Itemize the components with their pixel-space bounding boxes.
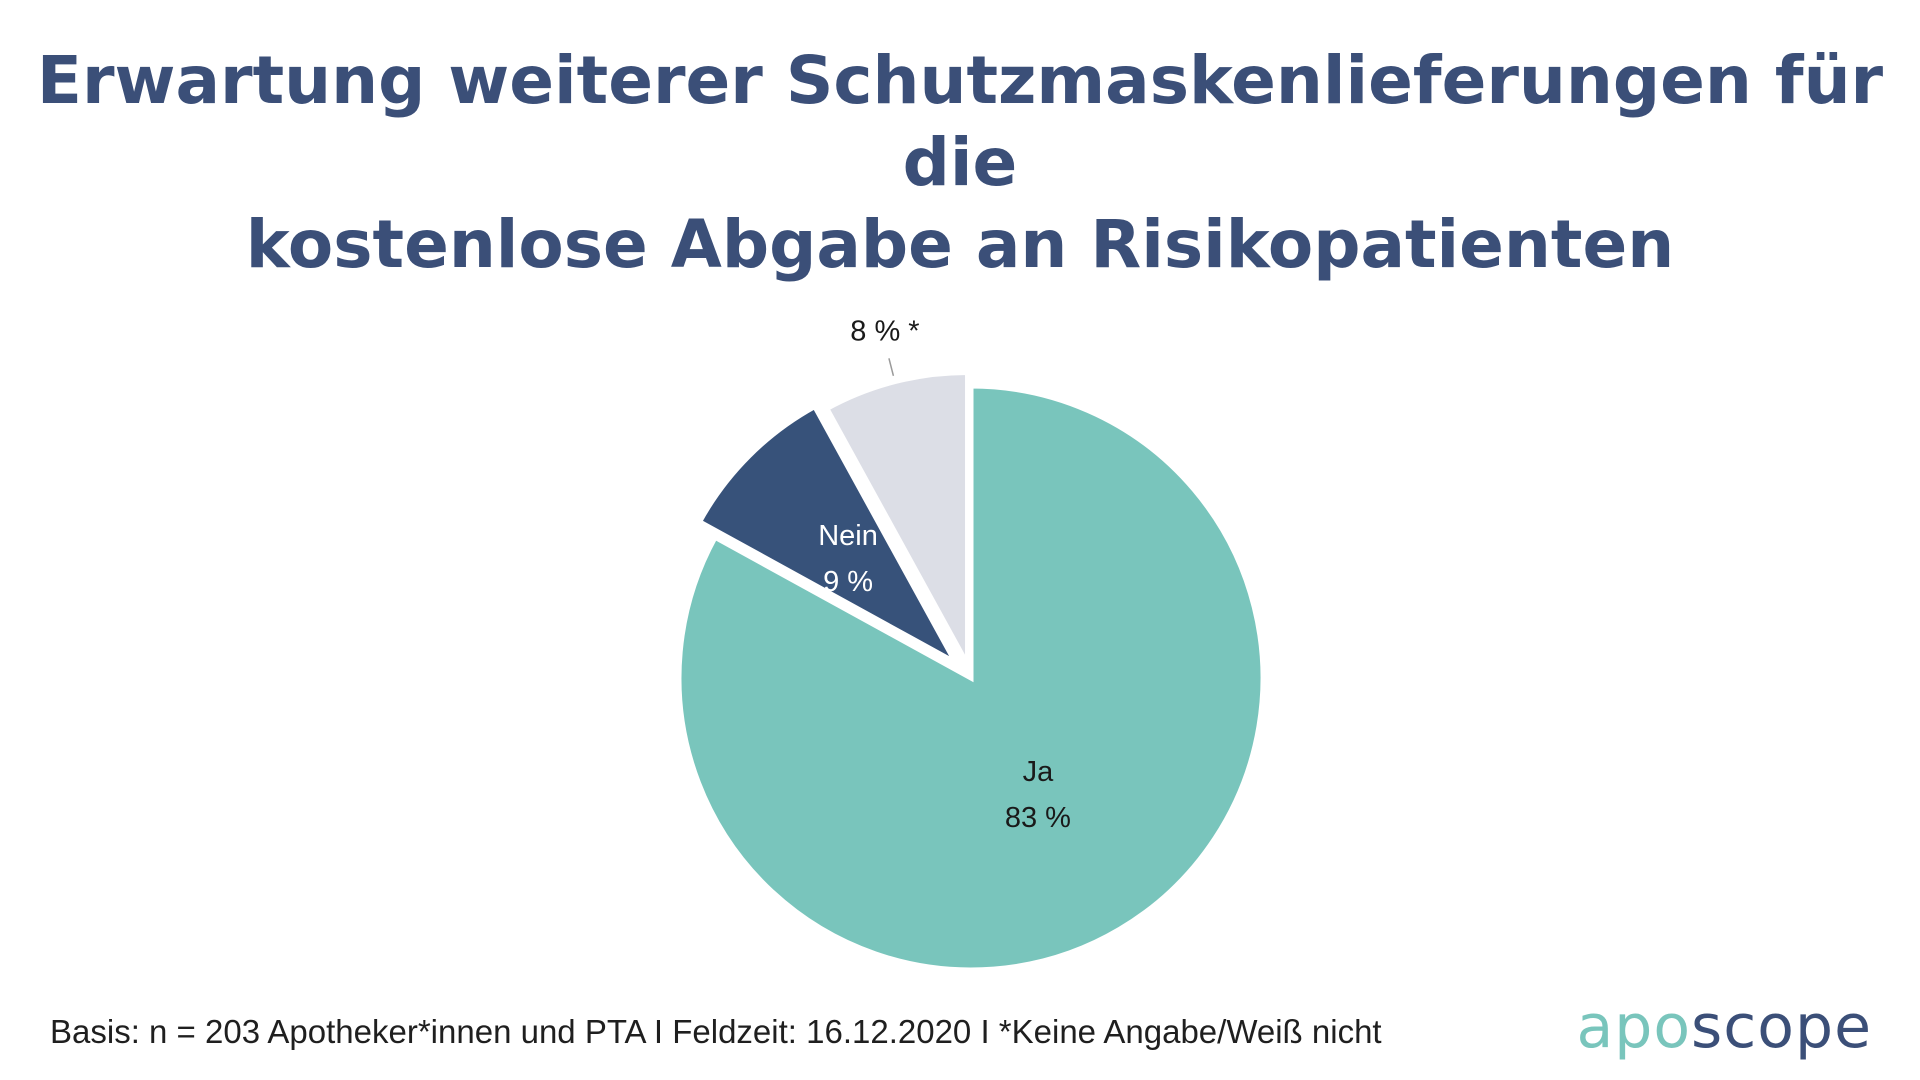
slice-value-nein: 9 % [823, 566, 873, 598]
pie-slice-nein [696, 403, 962, 669]
chart-title: Erwartung weiterer Schutzmaskenlieferung… [0, 40, 1920, 286]
pie-slice-keine-angabe [823, 369, 971, 666]
pie-slice-ja [676, 383, 1266, 973]
chart-title-line-1: Erwartung weiterer Schutzmaskenlieferung… [36, 42, 1884, 201]
aposcope-logo: aposcope [1576, 992, 1872, 1062]
slice-label-ja: Ja [1023, 756, 1055, 788]
logo-part-scope: scope [1691, 992, 1872, 1062]
slice-value-ja: 83 % [1005, 802, 1071, 834]
logo-part-apo: apo [1576, 992, 1692, 1062]
footnote: Basis: n = 203 Apotheker*innen und PTA I… [50, 1013, 1382, 1050]
slice-value-keine-angabe: 8 % * [850, 315, 919, 347]
leader-line-keine-angabe [888, 358, 895, 376]
chart-title-line-2: kostenlose Abgabe an Risikopatienten [245, 206, 1675, 283]
slice-label-nein: Nein [818, 520, 878, 552]
